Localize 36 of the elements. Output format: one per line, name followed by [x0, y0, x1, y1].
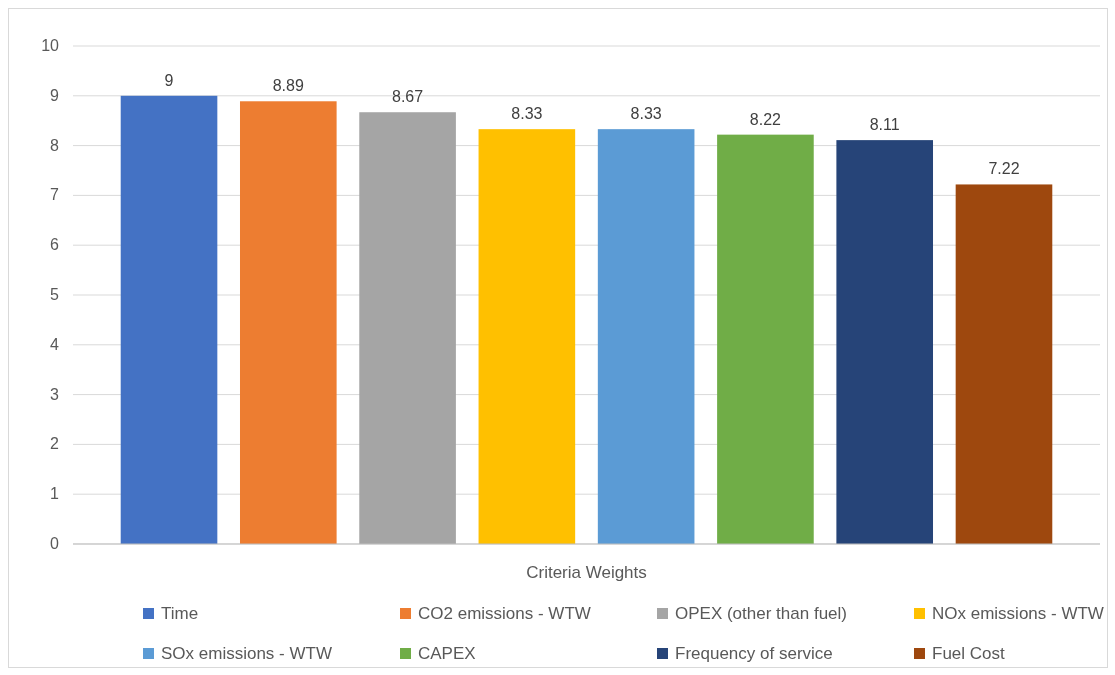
legend-label: CAPEX [418, 644, 476, 663]
bar [597, 129, 695, 544]
bar [120, 95, 218, 544]
x-axis-title: Criteria Weights [526, 563, 647, 582]
y-tick-label: 9 [50, 86, 60, 104]
bar [478, 129, 576, 544]
data-label: 8.67 [392, 88, 424, 106]
bar [955, 184, 1053, 544]
bar [836, 140, 934, 544]
y-tick-label: 6 [50, 236, 60, 254]
y-tick-label: 10 [41, 37, 60, 54]
y-tick-label: 2 [50, 435, 60, 453]
legend-label: Frequency of service [675, 644, 833, 663]
y-tick-label: 1 [50, 485, 60, 503]
y-tick-label: 0 [50, 535, 60, 552]
data-label: 8.33 [630, 105, 662, 123]
data-label: 8.33 [511, 105, 543, 123]
y-tick-label: 5 [50, 286, 60, 303]
legend-label: SOx emissions - WTW [161, 644, 332, 663]
legend-label: CO2 emissions - WTW [418, 604, 591, 623]
data-label: 8.11 [869, 116, 900, 134]
legend-label: Time [161, 604, 199, 623]
bar [239, 101, 337, 544]
data-label: 7.22 [988, 160, 1020, 178]
y-tick-label: 8 [50, 136, 60, 154]
y-tick-label: 7 [50, 186, 60, 204]
y-tick-label: 4 [50, 335, 60, 353]
legend-label: OPEX (other than fuel) [675, 604, 847, 623]
legend-label: NOx emissions - WTW [932, 604, 1104, 623]
bar [717, 134, 814, 544]
data-label: 8.22 [749, 110, 782, 128]
bar [359, 112, 456, 544]
data-label: 8.89 [272, 77, 304, 95]
legend-label: Fuel Cost [932, 644, 1006, 663]
data-label: 9 [164, 71, 174, 89]
y-tick-label: 3 [50, 385, 60, 403]
